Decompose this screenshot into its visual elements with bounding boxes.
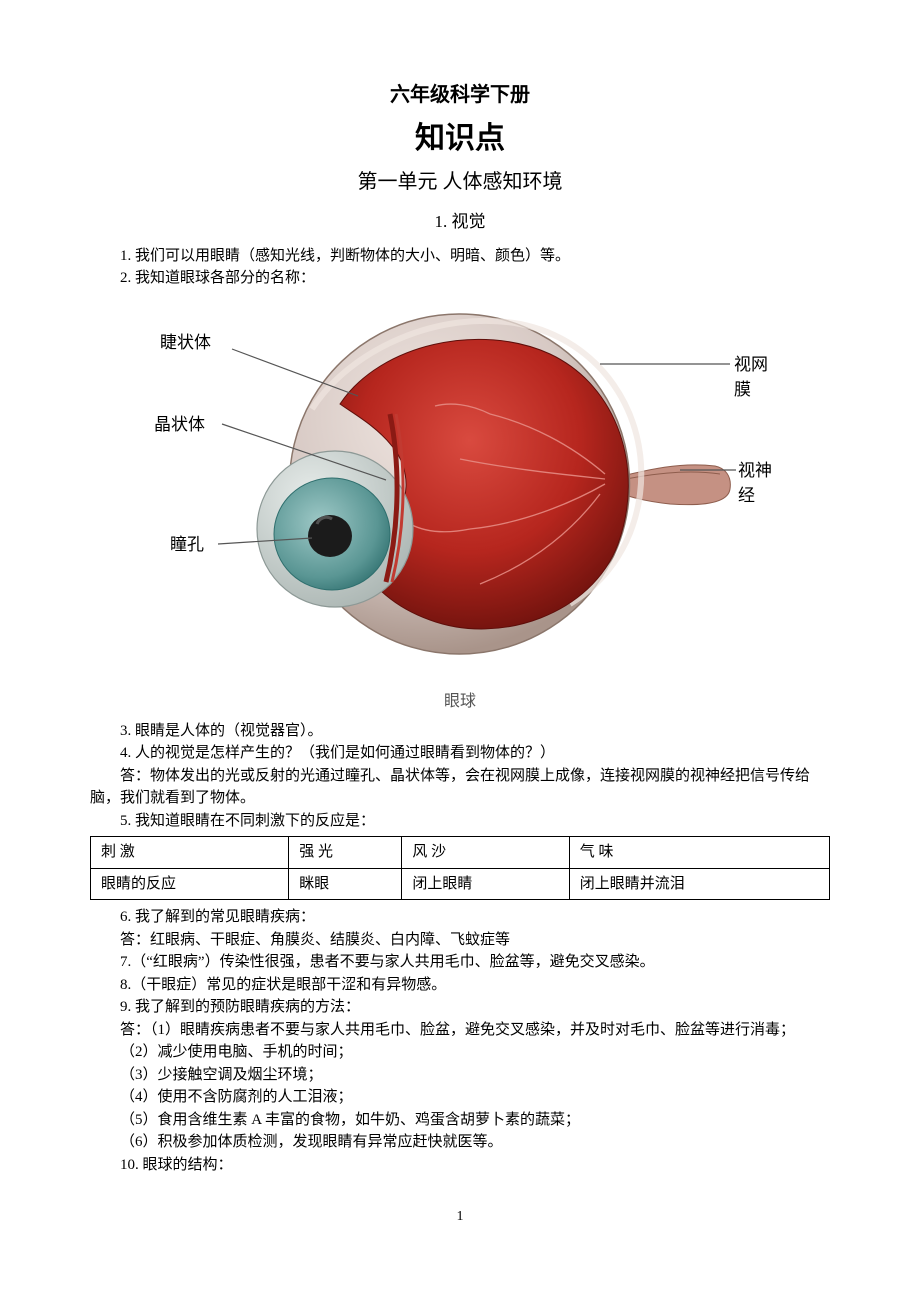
para-4: 4. 人的视觉是怎样产生的？（我们是如何通过眼睛看到物体的？） <box>90 742 830 765</box>
para-9f: （6）积极参加体质检测，发现眼睛有异常应赶快就医等。 <box>90 1131 830 1154</box>
table-row: 刺 激 强 光 风 沙 气 味 <box>91 837 830 869</box>
para-6: 6. 我了解到的常见眼睛疾病： <box>90 906 830 929</box>
eye-diagram: 睫状体 晶状体 瞳孔 视网膜 视神经 <box>140 294 780 684</box>
para-5: 5. 我知道眼睛在不同刺激下的反应是： <box>90 810 830 833</box>
table-cell: 闭上眼睛并流泪 <box>569 868 829 900</box>
label-ciliary: 睫状体 <box>160 330 211 356</box>
table-cell: 闭上眼睛 <box>402 868 569 900</box>
para-9e: （5）食用含维生素 A 丰富的食物，如牛奶、鸡蛋含胡萝卜素的蔬菜； <box>90 1109 830 1132</box>
para-8: 8.（干眼症）常见的症状是眼部干涩和有异物感。 <box>90 974 830 997</box>
diagram-caption: 眼球 <box>90 690 830 714</box>
para-4a: 答：物体发出的光或反射的光通过瞳孔、晶状体等，会在视网膜上成像，连接视网膜的视神… <box>90 765 830 810</box>
para-7: 7.（“红眼病”）传染性很强，患者不要与家人共用毛巾、脸盆等，避免交叉感染。 <box>90 951 830 974</box>
main-title: 知识点 <box>90 116 830 161</box>
para-9c: （3）少接触空调及烟尘环境； <box>90 1064 830 1087</box>
label-pupil: 瞳孔 <box>170 532 204 558</box>
label-retina: 视网膜 <box>734 352 780 403</box>
para-1: 1. 我们可以用眼睛（感知光线，判断物体的大小、明暗、颜色）等。 <box>90 245 830 268</box>
section-title: 1. 视觉 <box>90 209 830 235</box>
table-cell: 强 光 <box>289 837 402 869</box>
label-optic-nerve: 视神经 <box>738 458 780 509</box>
grade-title: 六年级科学下册 <box>90 80 830 110</box>
para-9b: （2）减少使用电脑、手机的时间； <box>90 1041 830 1064</box>
table-cell: 气 味 <box>569 837 829 869</box>
para-10: 10. 眼球的结构： <box>90 1154 830 1177</box>
page-number: 1 <box>90 1206 830 1227</box>
table-row: 眼睛的反应 眯眼 闭上眼睛 闭上眼睛并流泪 <box>91 868 830 900</box>
para-3: 3. 眼睛是人体的（视觉器官）。 <box>90 720 830 743</box>
unit-title: 第一单元 人体感知环境 <box>90 167 830 197</box>
table-cell: 眼睛的反应 <box>91 868 289 900</box>
label-lens: 晶状体 <box>154 412 205 438</box>
para-9d: （4）使用不含防腐剂的人工泪液； <box>90 1086 830 1109</box>
stimulus-table: 刺 激 强 光 风 沙 气 味 眼睛的反应 眯眼 闭上眼睛 闭上眼睛并流泪 <box>90 836 830 900</box>
table-cell: 眯眼 <box>289 868 402 900</box>
table-cell: 风 沙 <box>402 837 569 869</box>
para-2: 2. 我知道眼球各部分的名称： <box>90 267 830 290</box>
eye-svg <box>140 294 780 684</box>
para-9: 9. 我了解到的预防眼睛疾病的方法： <box>90 996 830 1019</box>
para-9a: 答：（1）眼睛疾病患者不要与家人共用毛巾、脸盆，避免交叉感染，并及时对毛巾、脸盆… <box>90 1019 830 1042</box>
table-cell: 刺 激 <box>91 837 289 869</box>
para-6a: 答：红眼病、干眼症、角膜炎、结膜炎、白内障、飞蚊症等 <box>90 929 830 952</box>
